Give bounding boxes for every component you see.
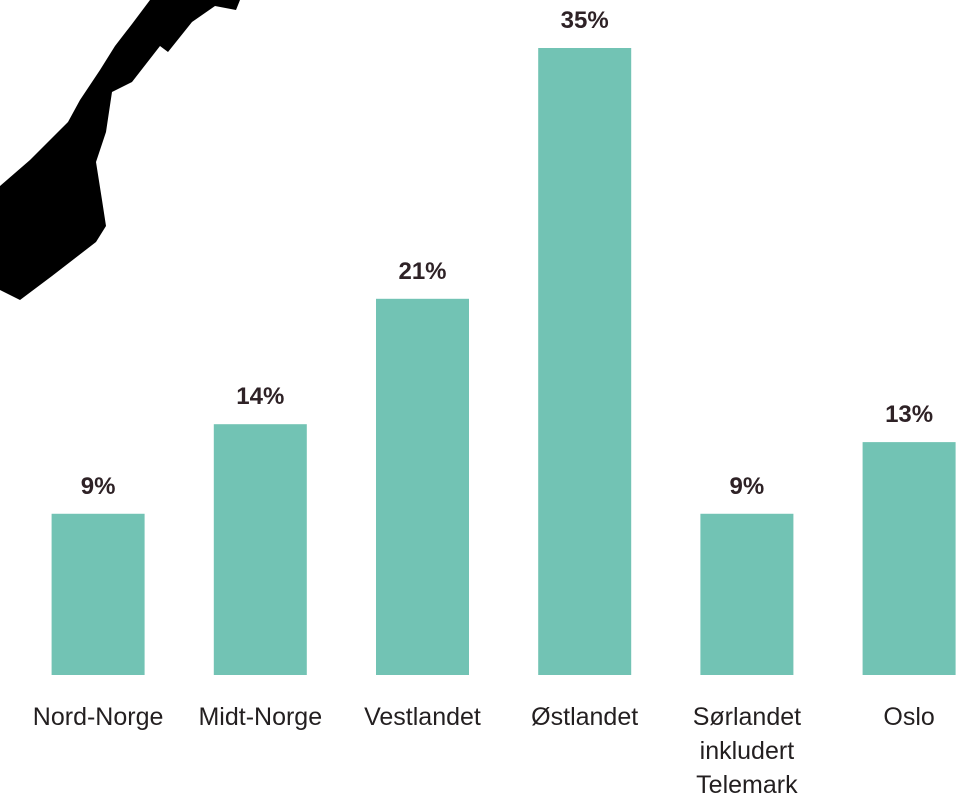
value-label: 13% (885, 401, 933, 428)
x-tick-label: Sørlandet inkludert Telemark (692, 703, 802, 799)
x-tick-label: Oslo (883, 703, 935, 731)
bar (700, 513, 794, 675)
value-label: 21% (398, 258, 446, 285)
value-label: 14% (236, 383, 284, 410)
map-silhouette (0, 0, 240, 300)
bar (213, 424, 307, 675)
bar (538, 48, 632, 675)
value-label: 9% (81, 473, 116, 500)
bar (51, 513, 145, 675)
value-label: 9% (730, 473, 765, 500)
bar (376, 298, 469, 675)
x-tick-label: Vestlandet (364, 703, 481, 731)
bar (862, 442, 956, 675)
x-tick-label: Nord-Norge (32, 703, 164, 731)
value-label: 35% (561, 7, 609, 34)
x-tick-label: Østlandet (531, 703, 639, 731)
x-tick-label: Midt-Norge (198, 703, 323, 731)
